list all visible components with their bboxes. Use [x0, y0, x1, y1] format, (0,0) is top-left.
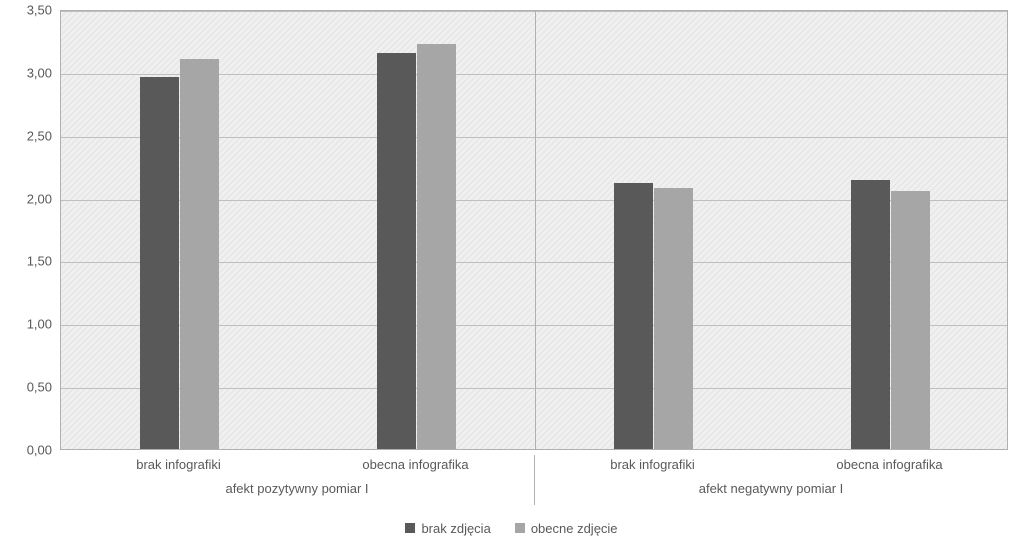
x-group-label: afekt negatywny pomiar I	[699, 481, 844, 496]
x-subgroup-label: brak infografiki	[610, 457, 695, 472]
group-divider	[535, 11, 536, 450]
x-subgroup-label: brak infografiki	[136, 457, 221, 472]
legend-swatch	[515, 523, 525, 533]
bar	[654, 188, 693, 449]
y-tick-label: 1,00	[0, 317, 52, 332]
bar	[180, 59, 219, 449]
bars-layer	[61, 11, 1007, 449]
chart-container: 0,00 0,50 1,00 1,50 2,00 2,50 3,00 3,50 brak in…	[0, 0, 1023, 546]
bar	[614, 183, 653, 450]
bar	[851, 180, 890, 449]
bar	[417, 44, 456, 449]
legend-item: obecne zdjęcie	[515, 521, 618, 536]
legend-label: obecne zdjęcie	[531, 521, 618, 536]
y-tick-label: 0,50	[0, 380, 52, 395]
y-tick-label: 0,00	[0, 443, 52, 458]
bar	[140, 77, 179, 449]
legend-label: brak zdjęcia	[421, 521, 490, 536]
x-subgroup-label: obecna infografika	[836, 457, 942, 472]
bar	[891, 191, 930, 449]
y-tick-label: 3,50	[0, 3, 52, 18]
bar	[377, 53, 416, 449]
x-axis-labels: brak infografiki obecna infografika afekt …	[60, 455, 1008, 510]
legend-swatch	[405, 523, 415, 533]
y-tick-label: 1,50	[0, 254, 52, 269]
legend: brak zdjęcia obecne zdjęcie	[0, 516, 1023, 540]
x-subgroup-label: obecna infografika	[362, 457, 468, 472]
y-tick-label: 2,00	[0, 191, 52, 206]
y-tick-label: 3,00	[0, 65, 52, 80]
y-tick-label: 2,50	[0, 128, 52, 143]
group-divider	[534, 455, 535, 505]
plot-area	[60, 10, 1008, 450]
legend-item: brak zdjęcia	[405, 521, 490, 536]
x-group-label: afekt pozytywny pomiar I	[225, 481, 368, 496]
